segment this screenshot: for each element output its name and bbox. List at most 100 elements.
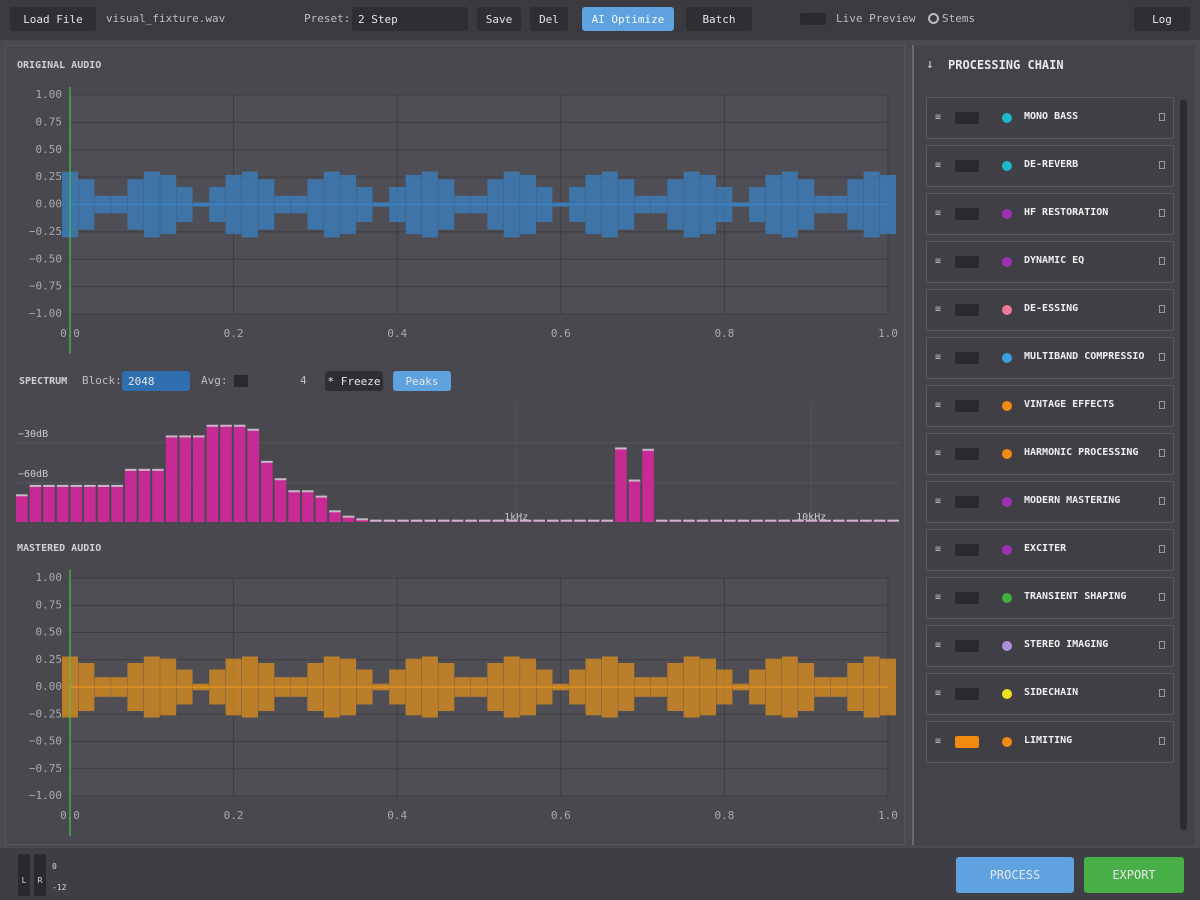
peak-cap [737,519,750,522]
chain-item[interactable]: ≡ LIMITING [926,721,1174,763]
load-button[interactable]: Load File [10,7,96,31]
settings-icon[interactable] [1159,737,1165,745]
toggle[interactable] [955,448,979,460]
peak-cap [356,518,368,521]
chain-item[interactable]: ≡ HF RESTORATION [926,193,1174,235]
toggle[interactable] [955,496,979,508]
x-tick-label: 0.6 [551,327,571,340]
settings-icon[interactable] [1159,257,1165,265]
scrollbar[interactable] [1180,100,1187,830]
ai-button[interactable]: AI Optimize [582,7,674,31]
peak-cap [424,519,437,522]
peak-cap [478,519,491,522]
preset-select[interactable]: 2 Step [352,7,468,31]
toggle[interactable] [955,592,979,604]
chain-item[interactable]: ≡ VINTAGE EFFECTS [926,385,1174,427]
toggle[interactable] [955,352,979,364]
spectrum-bar [97,485,110,522]
chain-item[interactable]: ≡ EXCITER [926,529,1174,571]
dot [1002,401,1012,411]
dot [1002,353,1012,363]
spectrum-bar [84,485,96,522]
item-name: TRANSIENT SHAPING [1024,591,1127,602]
stems-radio[interactable] [928,13,939,24]
freeze-button[interactable]: * Freeze [325,371,383,391]
peak-cap [560,519,573,522]
settings-icon[interactable] [1159,641,1165,649]
chain-item[interactable]: ≡ DYNAMIC EQ [926,241,1174,283]
toggle[interactable] [955,688,979,700]
peak-cap [84,484,96,487]
chain-item[interactable]: ≡ MONO BASS [926,97,1174,139]
peak-cap [615,447,627,450]
peak-cap [547,519,559,522]
toggle[interactable] [955,256,979,268]
settings-icon[interactable] [1159,545,1165,553]
batch-button[interactable]: Batch [686,7,752,31]
toggle[interactable] [955,640,979,652]
x-tick-label: 0.4 [387,809,407,822]
chain-item[interactable]: ≡ MULTIBAND COMPRESSIO [926,337,1174,379]
toggle[interactable] [955,304,979,316]
peak-cap [451,519,464,522]
peak-cap [601,519,614,522]
peak-cap [124,468,137,471]
toggle[interactable] [955,112,979,124]
peak-cap [274,478,287,481]
y-tick-label: −0.25 [29,225,62,238]
y-tick-label: −0.50 [29,252,62,265]
toggle[interactable] [955,400,979,412]
chain-item[interactable]: ≡ HARMONIC PROCESSING [926,433,1174,475]
settings-icon[interactable] [1159,497,1165,505]
toggle[interactable] [955,160,979,172]
process-button[interactable]: PROCESS [956,857,1074,893]
log-button[interactable]: Log [1134,7,1190,31]
delete-button[interactable]: Del [530,7,568,31]
peak-cap [301,490,314,493]
live-toggle[interactable] [800,13,826,25]
drag-handle: ≡ [935,448,942,459]
peak-cap [778,519,791,522]
peak-cap [683,519,695,522]
avg-slider[interactable] [234,375,248,387]
peak-cap [873,519,886,522]
chain-item[interactable]: ≡ DE-REVERB [926,145,1174,187]
peak-cap [315,495,328,498]
settings-icon[interactable] [1159,401,1165,409]
settings-icon[interactable] [1159,209,1165,217]
peak-cap [70,484,83,487]
settings-icon[interactable] [1159,593,1165,601]
chain-title: PROCESSING CHAIN [948,58,1064,72]
dot [1002,449,1012,459]
dot [1002,257,1012,267]
spectrum-bar [247,429,260,522]
chain-item[interactable]: ≡ STEREO IMAGING [926,625,1174,667]
spectrum-bar [233,425,246,522]
toggle[interactable] [955,544,979,556]
peak-cap [819,519,831,522]
settings-icon[interactable] [1159,353,1165,361]
spectrum-bar [329,511,341,522]
peak-cap [233,424,246,427]
save-button[interactable]: Save [477,7,521,31]
settings-icon[interactable] [1159,689,1165,697]
chain-item[interactable]: ≡ MODERN MASTERING [926,481,1174,523]
chain-arrow: ↓ [926,57,934,72]
peak-cap [329,510,341,513]
settings-icon[interactable] [1159,113,1165,121]
settings-icon[interactable] [1159,305,1165,313]
chain-item[interactable]: ≡ DE-ESSING [926,289,1174,331]
meter-top: 0 [52,862,57,871]
peak-cap [342,515,355,518]
chain-item[interactable]: ≡ SIDECHAIN [926,673,1174,715]
block-select[interactable]: 2048 [122,371,190,391]
toggle[interactable] [955,208,979,220]
settings-icon[interactable] [1159,449,1165,457]
peaks-button[interactable]: Peaks [393,371,451,391]
dot [1002,593,1012,603]
chain-item[interactable]: ≡ TRANSIENT SHAPING [926,577,1174,619]
peak-cap [465,519,477,522]
export-button[interactable]: EXPORT [1084,857,1184,893]
toggle[interactable] [955,736,979,748]
settings-icon[interactable] [1159,161,1165,169]
